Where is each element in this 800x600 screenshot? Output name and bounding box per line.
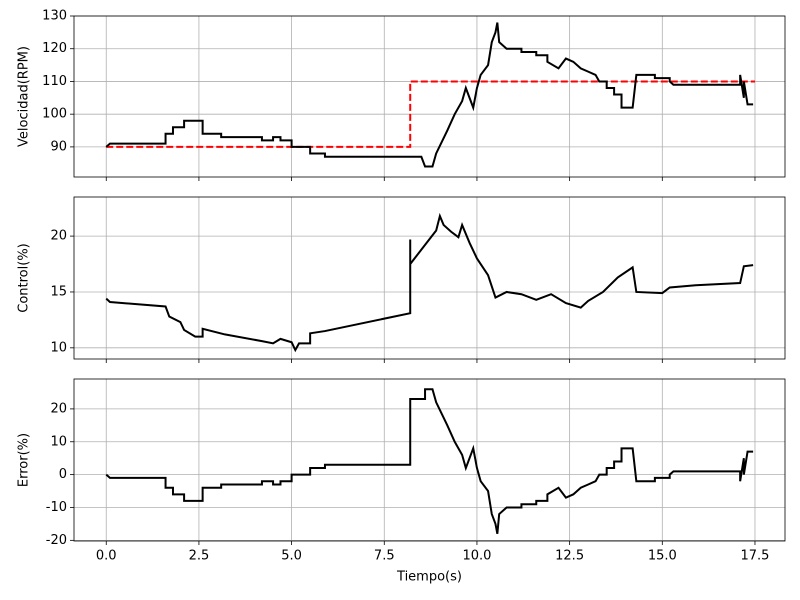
x-tick-label: 15.0 xyxy=(648,549,677,564)
y-tick-label: -10 xyxy=(46,500,67,515)
y-tick-label: 110 xyxy=(42,74,67,89)
y-axis-label: Error(%) xyxy=(17,433,32,487)
plot-area xyxy=(105,22,755,168)
y-axis-label: Velocidad(RPM) xyxy=(17,46,32,147)
y-tick-label: 20 xyxy=(50,401,67,416)
y-tick-label: 10 xyxy=(50,340,67,355)
axes-frame xyxy=(73,378,786,542)
y-tick-label: -20 xyxy=(46,533,67,548)
x-tick-label: 17.5 xyxy=(740,549,769,564)
data-line xyxy=(105,212,754,353)
x-tick-label: 0.0 xyxy=(96,549,117,564)
x-tick-label: 10.0 xyxy=(462,549,491,564)
y-tick-label: 120 xyxy=(42,41,67,56)
data-line xyxy=(106,80,755,148)
data-line xyxy=(105,22,754,168)
x-tick-label: 5.0 xyxy=(281,549,302,564)
x-axis-label: Tiempo(s) xyxy=(396,570,462,585)
x-tick-label: 12.5 xyxy=(555,549,584,564)
axes-frame xyxy=(73,15,786,178)
y-axis-label: Control(%) xyxy=(17,243,32,313)
data-line xyxy=(105,388,754,534)
axes-frame xyxy=(73,196,786,360)
x-tick-label: 2.5 xyxy=(189,549,210,564)
y-tick-label: 10 xyxy=(50,434,67,449)
x-tick-label: 7.5 xyxy=(374,549,395,564)
y-tick-label: 0 xyxy=(59,467,67,482)
y-tick-label: 130 xyxy=(42,9,67,24)
y-tick-label: 100 xyxy=(42,107,67,122)
y-tick-label: 20 xyxy=(50,229,67,244)
plot-area xyxy=(105,212,754,353)
y-tick-label: 15 xyxy=(50,284,67,299)
y-tick-label: 90 xyxy=(50,139,67,154)
plot-area xyxy=(105,388,754,534)
